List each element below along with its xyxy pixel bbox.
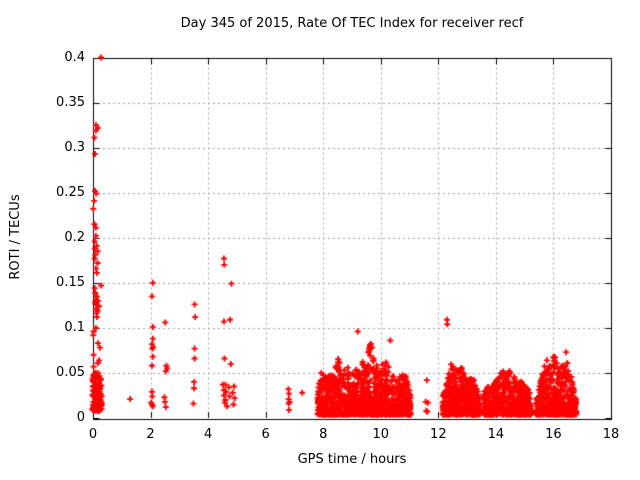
x-tick-label: 6 (261, 427, 270, 442)
y-tick-label: 0.3 (64, 139, 85, 155)
x-tick-label: 18 (602, 427, 620, 442)
y-tick-label: 0.4 (64, 49, 85, 65)
y-tick-label: 0 (76, 410, 85, 425)
y-tick-label: 0.25 (56, 184, 85, 200)
y-tick-label: 0.15 (56, 274, 85, 290)
x-tick-label: 16 (545, 427, 562, 442)
y-tick-label: 0.35 (56, 94, 85, 110)
x-tick-label: 10 (372, 427, 390, 442)
chart-title: Day 345 of 2015, Rate Of TEC Index for r… (180, 16, 524, 31)
x-tick-label: 0 (88, 427, 98, 442)
x-tick-label: 12 (430, 427, 447, 442)
y-tick-label: 0.2 (64, 229, 85, 245)
y-axis-label: ROTI / TECUs (8, 194, 23, 280)
x-tick-label: 4 (203, 427, 213, 442)
x-tick-label: 14 (487, 427, 505, 442)
x-tick-label: 8 (319, 427, 328, 442)
y-tick-label: 0.1 (64, 319, 85, 335)
x-axis-label: GPS time / hours (297, 452, 407, 467)
y-tick-label: 0.05 (56, 364, 85, 380)
x-tick-label: 2 (146, 427, 155, 442)
